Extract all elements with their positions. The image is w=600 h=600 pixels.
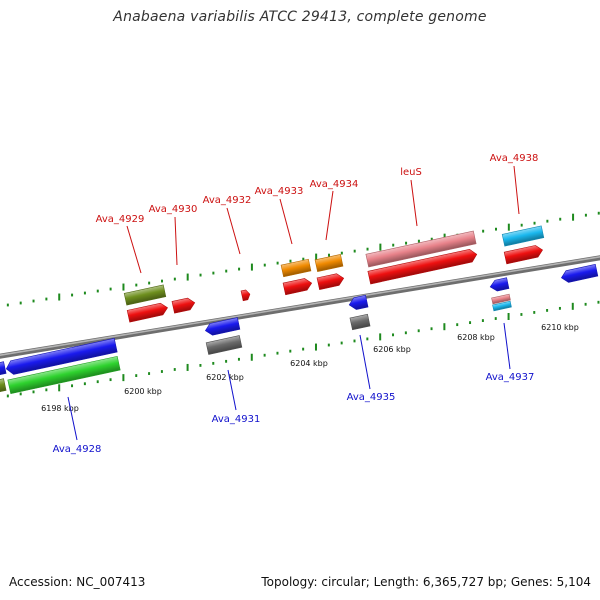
- gene-glyph-ava-4930: [171, 297, 196, 314]
- gene-glyph-ava-4928: [5, 337, 118, 375]
- map-title: Anabaena variabilis ATCC 29413, complete…: [113, 9, 487, 25]
- gene-glyph-ava-4931-rna: [205, 335, 243, 355]
- gene-leader-line: [410, 179, 418, 227]
- gene-leader-line: [513, 165, 520, 215]
- gene-glyph-ava-4937-a: [491, 293, 511, 305]
- gene-label: Ava_4934: [310, 179, 359, 190]
- gene-leader-line: [126, 225, 142, 274]
- axis-tick-label: 6198 kbp: [41, 404, 79, 413]
- gene-label: Ava_4938: [490, 153, 539, 164]
- gene-label: Ava_4933: [255, 186, 304, 197]
- gene-glyph-ava-4937-b: [492, 300, 512, 312]
- gene-leader-line: [503, 322, 511, 370]
- gene-glyph-ava-4928-rna: [7, 355, 121, 395]
- axis-tick-label: 6204 kbp: [290, 359, 328, 368]
- gene-glyph-leus: [367, 248, 478, 285]
- gene-glyph-ava-4934: [316, 273, 345, 290]
- gene-glyph-ava-4934-rna: [314, 254, 344, 272]
- gene-label: leuS: [400, 167, 422, 178]
- gene-glyph-ava-4932: [240, 289, 251, 302]
- gene-glyph-right-edge: [560, 263, 599, 283]
- gene-label: Ava_4937: [486, 372, 535, 383]
- genome-axis-highlight: [0, 256, 600, 356]
- genome-summary-text: Topology: circular; Length: 6,365,727 bp…: [261, 575, 591, 589]
- gene-leader-line: [226, 207, 241, 255]
- axis-tick-label: 6208 kbp: [457, 333, 495, 342]
- inner-tick-track: [6, 300, 600, 398]
- gene-label: Ava_4935: [347, 392, 396, 403]
- accession-text: Accession: NC_007413: [9, 575, 146, 589]
- gene-glyph-ava-4935-rna: [349, 313, 371, 331]
- gene-leader-line: [174, 216, 178, 266]
- gene-glyph-ava-4933: [282, 278, 313, 296]
- axis-tick-label: 6200 kbp: [124, 387, 162, 396]
- genome-axis: [0, 255, 600, 359]
- gene-label: Ava_4931: [212, 414, 261, 425]
- gene-leader-line: [325, 190, 334, 241]
- gene-glyph-ava-4933-rna: [280, 258, 312, 278]
- gene-leader-line: [359, 334, 371, 390]
- gene-label: Ava_4930: [149, 204, 198, 215]
- gene-glyph-ava-4935: [348, 294, 369, 310]
- gene-glyph-ava-4929-rna: [123, 284, 167, 306]
- gene-glyph-ava-4938: [503, 245, 543, 265]
- gene-label: Ava_4928: [53, 444, 102, 455]
- axis-tick-label: 6210 kbp: [541, 323, 579, 332]
- gene-glyph-leus-rna: [365, 230, 477, 268]
- gene-leader-line: [279, 198, 293, 245]
- gene-leader-line: [67, 396, 78, 441]
- gene-glyph-ava-4929: [126, 302, 168, 323]
- gene-label: Ava_4929: [96, 214, 145, 225]
- gene-glyph-left-edge-rna: [0, 378, 7, 394]
- gene-glyph-ava-4937: [489, 277, 510, 292]
- axis-tick-label: 6206 kbp: [373, 345, 411, 354]
- gene-glyph-ava-4931: [204, 317, 241, 336]
- gene-glyph-left-edge: [0, 361, 7, 376]
- gene-leader-line: [227, 369, 237, 411]
- axis-tick-label: 6202 kbp: [206, 373, 244, 382]
- gene-label: Ava_4932: [203, 195, 252, 206]
- gene-glyph-ava-4938-rna: [501, 225, 545, 247]
